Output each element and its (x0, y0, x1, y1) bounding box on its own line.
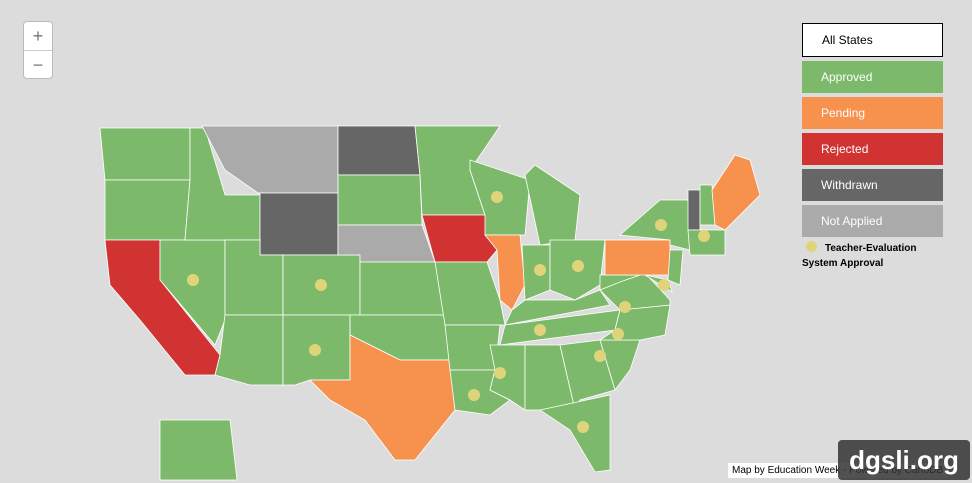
watermark: dgsli.org (838, 440, 970, 480)
legend: All States Approved Pending Rejected Wit… (802, 23, 943, 271)
states (99, 125, 761, 481)
zoom-out[interactable]: − (32, 55, 44, 75)
legend-item[interactable]: Rejected (802, 133, 943, 165)
zoom-control: + − (23, 21, 53, 79)
legend-item[interactable]: Approved (802, 61, 943, 93)
zoom-in[interactable]: + (24, 22, 52, 51)
marker-legend: Teacher-Evaluation System Approval (802, 241, 943, 271)
marker-swatch (806, 241, 817, 252)
approval-markers (187, 191, 710, 433)
legend-item[interactable]: Not Applied (802, 205, 943, 237)
legend-item[interactable]: Withdrawn (802, 169, 943, 201)
legend-item[interactable]: All States (802, 23, 943, 57)
marker-label: Teacher-Evaluation System Approval (802, 243, 917, 269)
legend-item[interactable]: Pending (802, 97, 943, 129)
